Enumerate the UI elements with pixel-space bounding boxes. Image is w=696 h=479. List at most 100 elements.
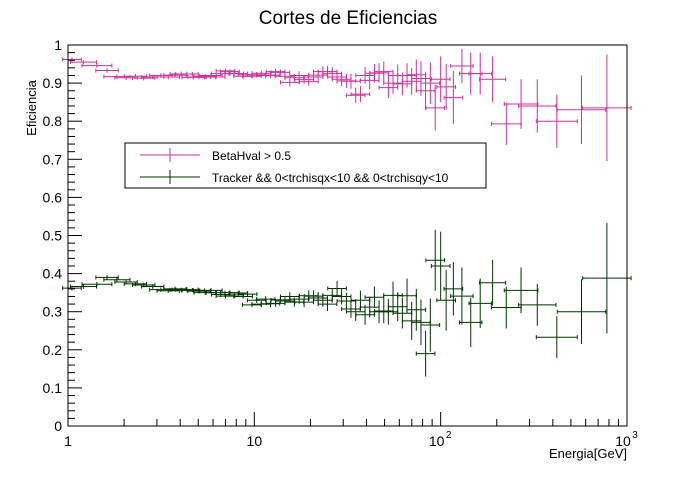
data-point [359, 296, 380, 318]
data-point [450, 48, 474, 84]
data-point [317, 297, 338, 311]
data-point [355, 304, 375, 325]
data-point [518, 283, 557, 326]
data-point [415, 71, 436, 110]
y-tick-label: 1 [54, 37, 62, 53]
data-point [450, 267, 474, 325]
data-point [490, 286, 522, 329]
data-point [303, 72, 324, 82]
data-point [114, 279, 138, 285]
data-point [503, 267, 539, 314]
data-point [459, 297, 483, 348]
data-point [420, 298, 441, 352]
data-point [582, 222, 632, 334]
data-point [468, 52, 492, 95]
data-point [535, 316, 578, 359]
data-point [95, 68, 119, 73]
data-point [289, 71, 309, 80]
legend-entry-tracker: Tracker && 0<trchisqx<10 && 0<trchisqy<1… [140, 170, 449, 185]
series-betahval [62, 48, 632, 162]
data-point [430, 56, 451, 103]
x-tick-exponent: 2 [446, 430, 452, 441]
data-point [420, 62, 441, 105]
data-point [503, 79, 539, 129]
y-tick-label: 0.7 [43, 151, 63, 167]
data-point [205, 74, 226, 80]
legend-label-tracker: Tracker && 0<trchisqx<10 && 0<trchisqy<1… [212, 171, 449, 185]
data-point [406, 59, 427, 90]
data-point [255, 296, 276, 303]
data-point [350, 86, 371, 103]
data-point [237, 291, 258, 297]
data-point [378, 298, 399, 325]
data-point [397, 278, 417, 313]
data-point [233, 294, 253, 299]
data-point [425, 85, 446, 131]
y-axis-label: Eficiencia [24, 79, 39, 135]
data-point [556, 279, 607, 345]
y-tick-label: 0.2 [43, 342, 63, 358]
data-point [123, 73, 148, 79]
x-tick-label: 10 [615, 433, 631, 449]
data-point [81, 281, 113, 287]
data-point [331, 288, 352, 305]
data-point [345, 302, 366, 321]
data-point [369, 63, 389, 83]
data-point [373, 298, 394, 324]
y-tick-label: 0.5 [43, 228, 63, 244]
legend-box [124, 142, 487, 189]
data-point [95, 275, 119, 280]
data-point [193, 73, 217, 79]
data-point [81, 63, 113, 68]
data-point [556, 75, 607, 145]
data-point [345, 87, 366, 103]
data-point [479, 259, 507, 306]
y-tick-label: 0.6 [43, 189, 63, 205]
data-point [490, 102, 522, 145]
plot-frame [67, 44, 628, 427]
data-point [175, 71, 199, 77]
data-point [415, 330, 436, 377]
x-tick-label: 10 [247, 433, 263, 449]
data-point [260, 72, 281, 79]
y-tick-label: 0.1 [43, 380, 63, 396]
chart-title: Cortes de Eficiencias [259, 8, 437, 29]
data-point [62, 57, 82, 62]
data-point [341, 300, 361, 318]
x-tick-label: 1 [64, 433, 72, 449]
data-point [392, 297, 413, 329]
data-point [327, 280, 347, 297]
plot-area [62, 48, 632, 377]
data-point [364, 286, 385, 308]
legend-entry-betahval: BetaHval > 0.5 [140, 148, 291, 163]
data-point [411, 299, 431, 346]
data-point [373, 61, 394, 82]
data-point [270, 69, 291, 76]
y-tick-label: 0.4 [43, 266, 63, 282]
data-point [265, 68, 286, 75]
data-point [406, 288, 427, 331]
legend-label-betahval: BetaHval > 0.5 [212, 149, 291, 163]
data-point [436, 269, 456, 331]
data-point [199, 288, 223, 293]
data-point [518, 79, 557, 133]
series-tracker [62, 222, 632, 377]
data-point [443, 70, 464, 125]
x-axis-label: Energia[GeV] [549, 446, 627, 461]
x-tick-exponent: 3 [632, 430, 638, 441]
data-point [443, 262, 464, 316]
y-tick-label: 0.9 [43, 75, 63, 91]
legend: BetaHval > 0.5 Tracker && 0<trchisqx<10 … [124, 142, 487, 189]
y-tick-label: 0.3 [43, 304, 63, 320]
data-point [479, 56, 507, 103]
data-point [336, 292, 357, 310]
data-point [425, 229, 446, 291]
data-point [298, 77, 319, 87]
y-tick-label: 0 [54, 418, 62, 434]
data-point [430, 231, 451, 301]
x-tick-label: 10 [429, 433, 445, 449]
data-point [436, 64, 456, 110]
y-tick-label: 0.8 [43, 113, 63, 129]
